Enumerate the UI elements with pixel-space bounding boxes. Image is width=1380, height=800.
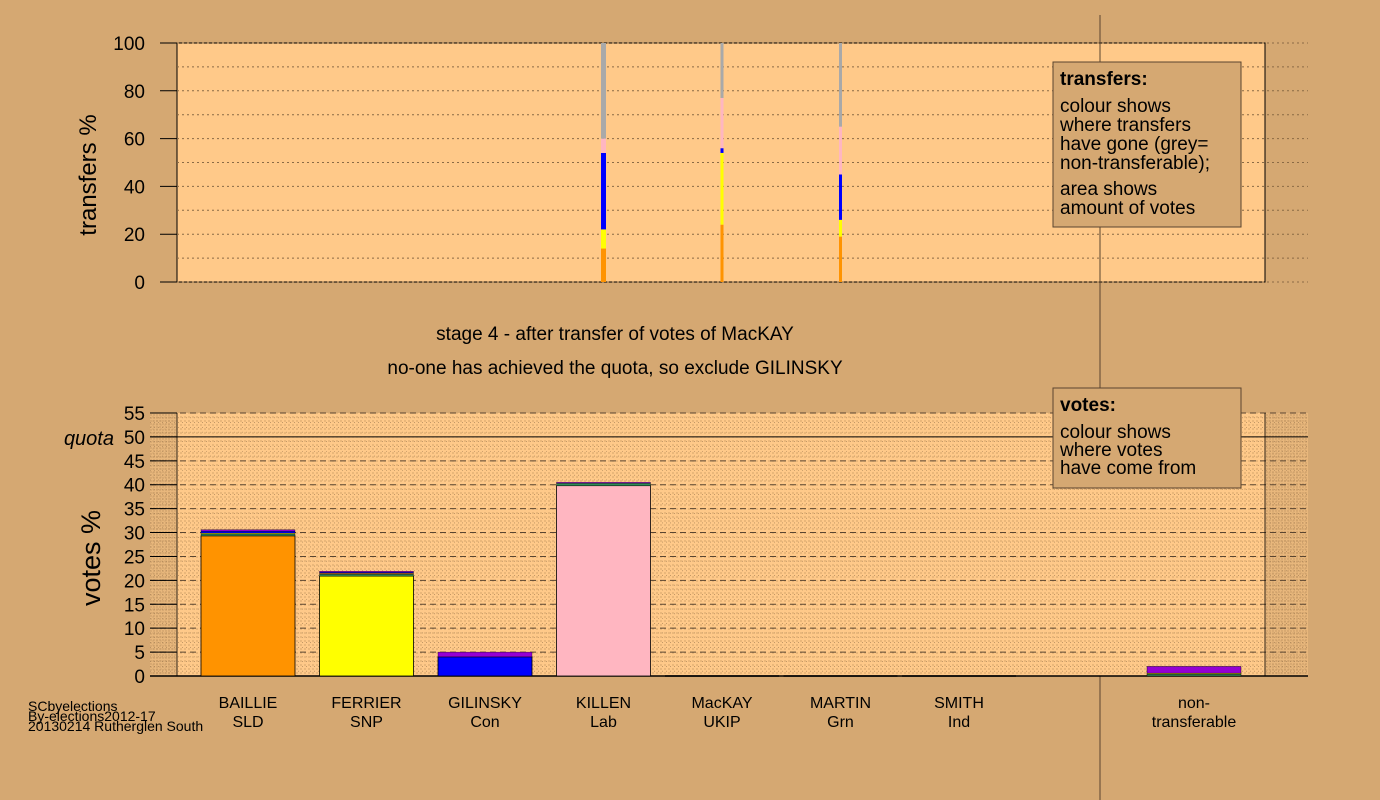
vote-transfer-segment bbox=[556, 482, 651, 484]
vote-bar bbox=[556, 485, 651, 677]
y-tick-label: 35 bbox=[124, 500, 145, 521]
transfers-legend: transfers: colour shows where transfers … bbox=[1052, 61, 1242, 228]
nontransferable-label: transferable bbox=[1152, 714, 1237, 731]
quota-label: quota bbox=[64, 428, 114, 450]
y-tick-label: 50 bbox=[124, 428, 145, 449]
y-tick-label: 20 bbox=[124, 225, 145, 246]
y-tick-label: 20 bbox=[124, 571, 145, 592]
y-tick-label: 40 bbox=[124, 476, 145, 497]
transfer-segment bbox=[839, 174, 842, 220]
candidate-party: Con bbox=[470, 714, 499, 731]
stage-title: stage 4 - after transfer of votes of Mac… bbox=[436, 324, 794, 345]
transfer-segment bbox=[720, 152, 724, 225]
candidate-name: BAILLIE bbox=[219, 695, 278, 712]
transfer-segment bbox=[839, 236, 842, 282]
transfers-y-axis-label: transfers % bbox=[75, 114, 102, 235]
transfers-bars bbox=[601, 43, 842, 282]
vote-bar bbox=[200, 535, 296, 677]
vote-bar bbox=[319, 575, 414, 677]
transfers-legend-line: have gone (grey= bbox=[1060, 134, 1208, 155]
y-tick-label: 55 bbox=[124, 404, 145, 425]
candidate-name: GILINSKY bbox=[448, 695, 522, 712]
y-tick-label: 0 bbox=[134, 273, 145, 294]
footer-line-3: 20130214 Rutherglen South bbox=[28, 718, 203, 734]
transfer-segment bbox=[720, 43, 724, 98]
vote-transfer-segment bbox=[319, 573, 414, 577]
votes-bars bbox=[200, 482, 1242, 677]
candidate-name: MARTIN bbox=[810, 695, 871, 712]
candidate-party: Lab bbox=[590, 714, 617, 731]
votes-legend-line: colour shows bbox=[1060, 422, 1171, 443]
vote-transfer-segment bbox=[319, 571, 414, 573]
transfer-segment bbox=[720, 224, 724, 282]
candidate-name: SMITH bbox=[934, 695, 984, 712]
y-tick-label: 25 bbox=[124, 547, 145, 568]
footer-line-2: By-elections2012-17 bbox=[28, 708, 156, 724]
candidate-party: Ind bbox=[948, 714, 970, 731]
y-tick-label: 0 bbox=[134, 667, 145, 688]
candidate-labels: BAILLIE SLD FERRIER SNP GILINSKY Con KILLEN Lab… bbox=[219, 695, 1237, 731]
transfers-legend-line: where transfers bbox=[1059, 115, 1191, 136]
y-tick-label: 15 bbox=[124, 595, 145, 616]
y-tick-label: 100 bbox=[113, 34, 145, 55]
candidate-party: Grn bbox=[827, 714, 854, 731]
transfers-y-ticks: 0 20 40 60 80 100 bbox=[113, 34, 177, 294]
transfers-legend-line: colour shows bbox=[1060, 96, 1171, 117]
transfer-segment bbox=[601, 229, 606, 249]
vote-transfer-segment bbox=[200, 530, 296, 534]
votes-legend-title: votes: bbox=[1060, 395, 1116, 416]
transfer-segment bbox=[601, 152, 606, 230]
transfers-legend-line: non-transferable); bbox=[1060, 153, 1210, 174]
y-tick-label: 40 bbox=[124, 177, 145, 198]
nontransferable-segment bbox=[1146, 666, 1242, 674]
transfer-segment bbox=[839, 219, 842, 237]
footer: SCbyelections By-elections2012-17 201302… bbox=[28, 698, 203, 734]
transfer-segment bbox=[601, 138, 606, 153]
transfer-segment bbox=[839, 43, 842, 127]
transfer-segment bbox=[601, 43, 606, 139]
transfer-segment bbox=[839, 126, 842, 175]
votes-legend-line: have come from bbox=[1060, 458, 1196, 479]
y-tick-label: 10 bbox=[124, 619, 145, 640]
vote-transfer-segment bbox=[556, 483, 651, 486]
y-tick-label: 5 bbox=[134, 643, 145, 664]
candidate-party: SLD bbox=[232, 714, 263, 731]
votes-left-shade bbox=[150, 413, 177, 676]
votes-y-axis-label: votes % bbox=[76, 510, 106, 606]
transfer-segment bbox=[601, 248, 606, 282]
candidate-name: KILLEN bbox=[576, 695, 631, 712]
candidate-party: SNP bbox=[350, 714, 383, 731]
transfers-legend-line: amount of votes bbox=[1060, 198, 1195, 219]
vote-transfer-segment bbox=[200, 533, 296, 537]
transfers-grid bbox=[177, 42, 1308, 283]
transfer-segment bbox=[720, 97, 724, 149]
votes-legend: votes: colour shows where votes have com… bbox=[1052, 387, 1242, 489]
nontransferable-label: non- bbox=[1178, 695, 1210, 712]
y-tick-label: 60 bbox=[124, 130, 145, 151]
y-tick-label: 45 bbox=[124, 452, 145, 473]
footer-line-1: SCbyelections bbox=[28, 698, 118, 714]
transfer-segment bbox=[720, 148, 724, 153]
vote-bar bbox=[437, 656, 533, 677]
candidate-name: FERRIER bbox=[331, 695, 401, 712]
y-tick-label: 30 bbox=[124, 524, 145, 545]
y-tick-label: 80 bbox=[124, 82, 145, 103]
stage-subtitle: no-one has achieved the quota, so exclud… bbox=[387, 358, 843, 379]
votes-right-shade bbox=[1265, 413, 1308, 676]
candidate-party: UKIP bbox=[703, 714, 740, 731]
votes-legend-line: where votes bbox=[1059, 440, 1162, 461]
transfers-legend-line: area shows bbox=[1060, 179, 1157, 200]
vote-transfer-segment bbox=[437, 651, 533, 658]
vote-transfer-segment bbox=[200, 529, 296, 532]
candidate-name: MacKAY bbox=[691, 695, 752, 712]
transfers-legend-title: transfers: bbox=[1060, 69, 1148, 90]
nontransferable-segment bbox=[1146, 673, 1242, 677]
